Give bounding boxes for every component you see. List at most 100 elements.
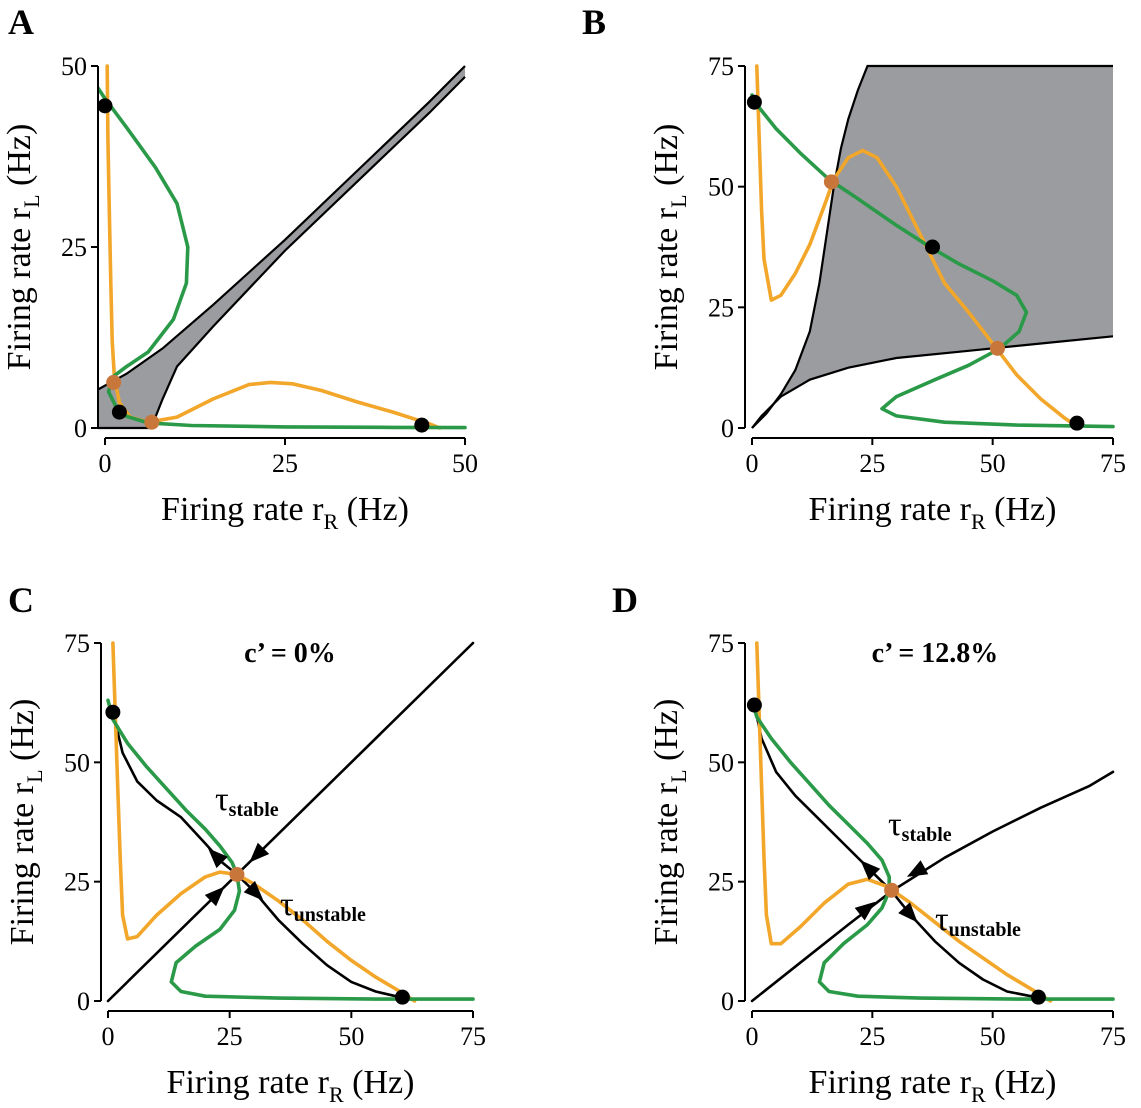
region-boundary-upper [97, 65, 466, 391]
x-axis-label: Firing rate rR (Hz) [809, 1064, 1057, 1107]
tau-symbol: τ [280, 886, 294, 923]
x-tick-label: 25 [217, 1022, 243, 1051]
x-tick-label: 50 [452, 449, 478, 478]
x-tick-label: 0 [99, 449, 112, 478]
y-tick-label: 50 [64, 748, 90, 777]
y-tick-label: 0 [77, 987, 90, 1016]
tau-symbol: τ [215, 781, 229, 818]
y-axis-label-sub: L [666, 194, 691, 207]
y-axis-label-main: Firing rate r [648, 782, 685, 945]
y-axis-label: Firing rate rL (Hz) [648, 124, 691, 371]
y-axis-label-main: Firing rate r [648, 207, 685, 370]
y-tick-label: 0 [721, 987, 734, 1016]
stable-fixed-point [1030, 989, 1046, 1005]
y-axis-label: Firing rate rL (Hz) [4, 699, 47, 946]
unstable-fixed-point [229, 867, 245, 883]
region-boundary-lower [751, 335, 1114, 429]
stable-fixed-point [414, 417, 430, 433]
y-tick-label: 75 [708, 52, 734, 81]
tau-symbol: τ [935, 901, 949, 938]
orange-nullcline-line [755, 641, 1053, 1003]
x-axis-label-sub: R [323, 509, 338, 534]
manifold-line-line [750, 770, 1115, 1003]
x-tick-label: 0 [746, 449, 759, 478]
chart-title: c’ = 12.8% [872, 638, 999, 669]
x-axis-label: Firing rate rR (Hz) [167, 1064, 415, 1107]
stable-fixed-point [394, 989, 410, 1005]
manifold-curve-line [753, 703, 1038, 999]
stable-fixed-point [746, 697, 762, 713]
tau-unstable-label: τunstable [935, 901, 1021, 941]
tau-stable-label: τstable [888, 806, 952, 846]
manifold-line-line [106, 641, 475, 1003]
y-axis-label: Firing rate rL (Hz) [1, 124, 44, 371]
x-axis-label-unit: (Hz) [338, 491, 409, 528]
flow-arrow [898, 902, 918, 923]
tau-unstable-label: τunstable [280, 886, 366, 926]
unstable-fixed-point [989, 340, 1005, 356]
stable-fixed-point [111, 404, 127, 420]
tau-subscript: stable [902, 824, 952, 846]
x-tick-label: 50 [338, 1022, 364, 1051]
tau-subscript: unstable [949, 919, 1021, 941]
tau-subscript: unstable [294, 904, 366, 926]
tau-stable-label: τstable [215, 781, 279, 821]
stable-fixed-point [97, 98, 113, 114]
y-axis-label-unit: (Hz) [648, 124, 685, 195]
flow-arrow [860, 860, 881, 881]
flow-arrow [243, 880, 264, 901]
stable-fixed-point [746, 94, 762, 110]
y-axis-label-sub: L [19, 194, 44, 207]
unstable-fixed-point [823, 174, 839, 190]
green-nullcline-line [106, 698, 475, 1001]
x-tick-label: 25 [859, 1022, 885, 1051]
plot-area [97, 64, 467, 430]
orange-nullcline-line [105, 64, 442, 430]
x-tick-label: 75 [1100, 449, 1126, 478]
orange-nullcline-line [755, 64, 1082, 430]
x-axis-label-unit: (Hz) [344, 1064, 415, 1101]
tau-subscript: stable [229, 799, 279, 821]
x-axis-label-unit: (Hz) [986, 1064, 1057, 1101]
x-tick-label: 25 [272, 449, 298, 478]
y-tick-label: 50 [708, 748, 734, 777]
flow-arrow [208, 848, 228, 869]
x-axis-label-sub: R [971, 509, 986, 534]
y-axis-label: Firing rate rL (Hz) [648, 699, 691, 946]
x-axis-label-sub: R [971, 1082, 986, 1107]
x-tick-label: 75 [460, 1022, 486, 1051]
plot-area [106, 641, 475, 1003]
y-axis-label-main: Firing rate r [4, 782, 41, 945]
y-tick-label: 25 [708, 293, 734, 322]
y-tick-label: 75 [708, 629, 734, 658]
chart-title: c’ = 0% [244, 638, 336, 669]
stable-fixed-point [105, 704, 121, 720]
y-tick-label: 25 [708, 868, 734, 897]
flow-arrow [204, 886, 225, 907]
y-tick-label: 50 [61, 52, 87, 81]
panel-letter: C [8, 580, 34, 620]
unstable-fixed-point [144, 414, 160, 430]
x-tick-label: 50 [980, 1022, 1006, 1051]
y-axis-label-unit: (Hz) [1, 124, 38, 195]
panel-letter: D [612, 580, 638, 620]
stable-fixed-point [1069, 415, 1085, 431]
x-axis-label-main: Firing rate r [161, 491, 324, 528]
unstable-fixed-point [106, 374, 122, 390]
x-tick-label: 0 [746, 1022, 759, 1051]
y-tick-label: 0 [721, 414, 734, 443]
x-tick-label: 50 [980, 449, 1006, 478]
x-axis-label-sub: R [329, 1082, 344, 1107]
panel-letter: A [8, 2, 34, 42]
x-tick-label: 75 [1100, 1022, 1126, 1051]
y-axis-label-unit: (Hz) [648, 699, 685, 770]
x-tick-label: 25 [859, 449, 885, 478]
unstable-fixed-point [884, 882, 900, 898]
x-axis-label-main: Firing rate r [167, 1064, 330, 1101]
x-axis-label: Firing rate rR (Hz) [809, 491, 1057, 534]
x-axis-label-unit: (Hz) [986, 491, 1057, 528]
